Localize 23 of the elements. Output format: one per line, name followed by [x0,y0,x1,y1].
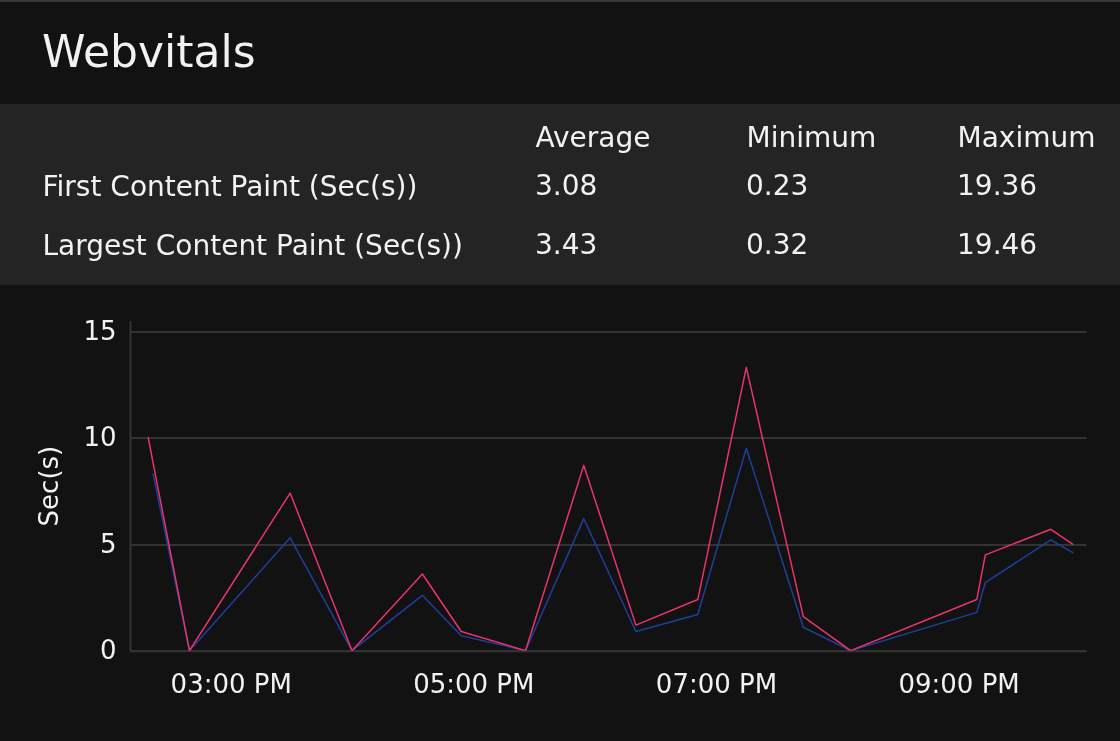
category-label: Minimum [746,120,877,154]
data-label: 19.36 [957,169,1038,202]
x-tick-label: 03:00 PM [170,669,292,700]
y-axis-title: Sec(s) [34,445,65,527]
y-tick-label: 0 [99,635,117,666]
text: Webvitals [42,26,256,77]
x-tick-label: 05:00 PM [413,669,535,700]
line-series [147,366,1074,651]
text: First Content Paint (Sec(s)) [42,169,418,203]
x-tick-label: 09:00 PM [898,669,1020,700]
data-label: 3.43 [535,228,598,261]
y-tick-label: 15 [83,315,117,346]
data-label: 0.32 [746,228,809,261]
y-tick-label: 10 [83,422,117,453]
category-label: Average [535,120,651,154]
data-label: 19.46 [957,228,1038,261]
data-label: 3.08 [535,169,598,202]
text: Largest Content Paint (Sec(s)) [42,228,463,262]
x-tick-label: 07:00 PM [655,669,778,700]
line-series [152,447,1074,651]
y-tick-label: 5 [99,528,117,559]
category-label: Maximum [957,120,1096,154]
data-label: 0.23 [746,169,809,202]
